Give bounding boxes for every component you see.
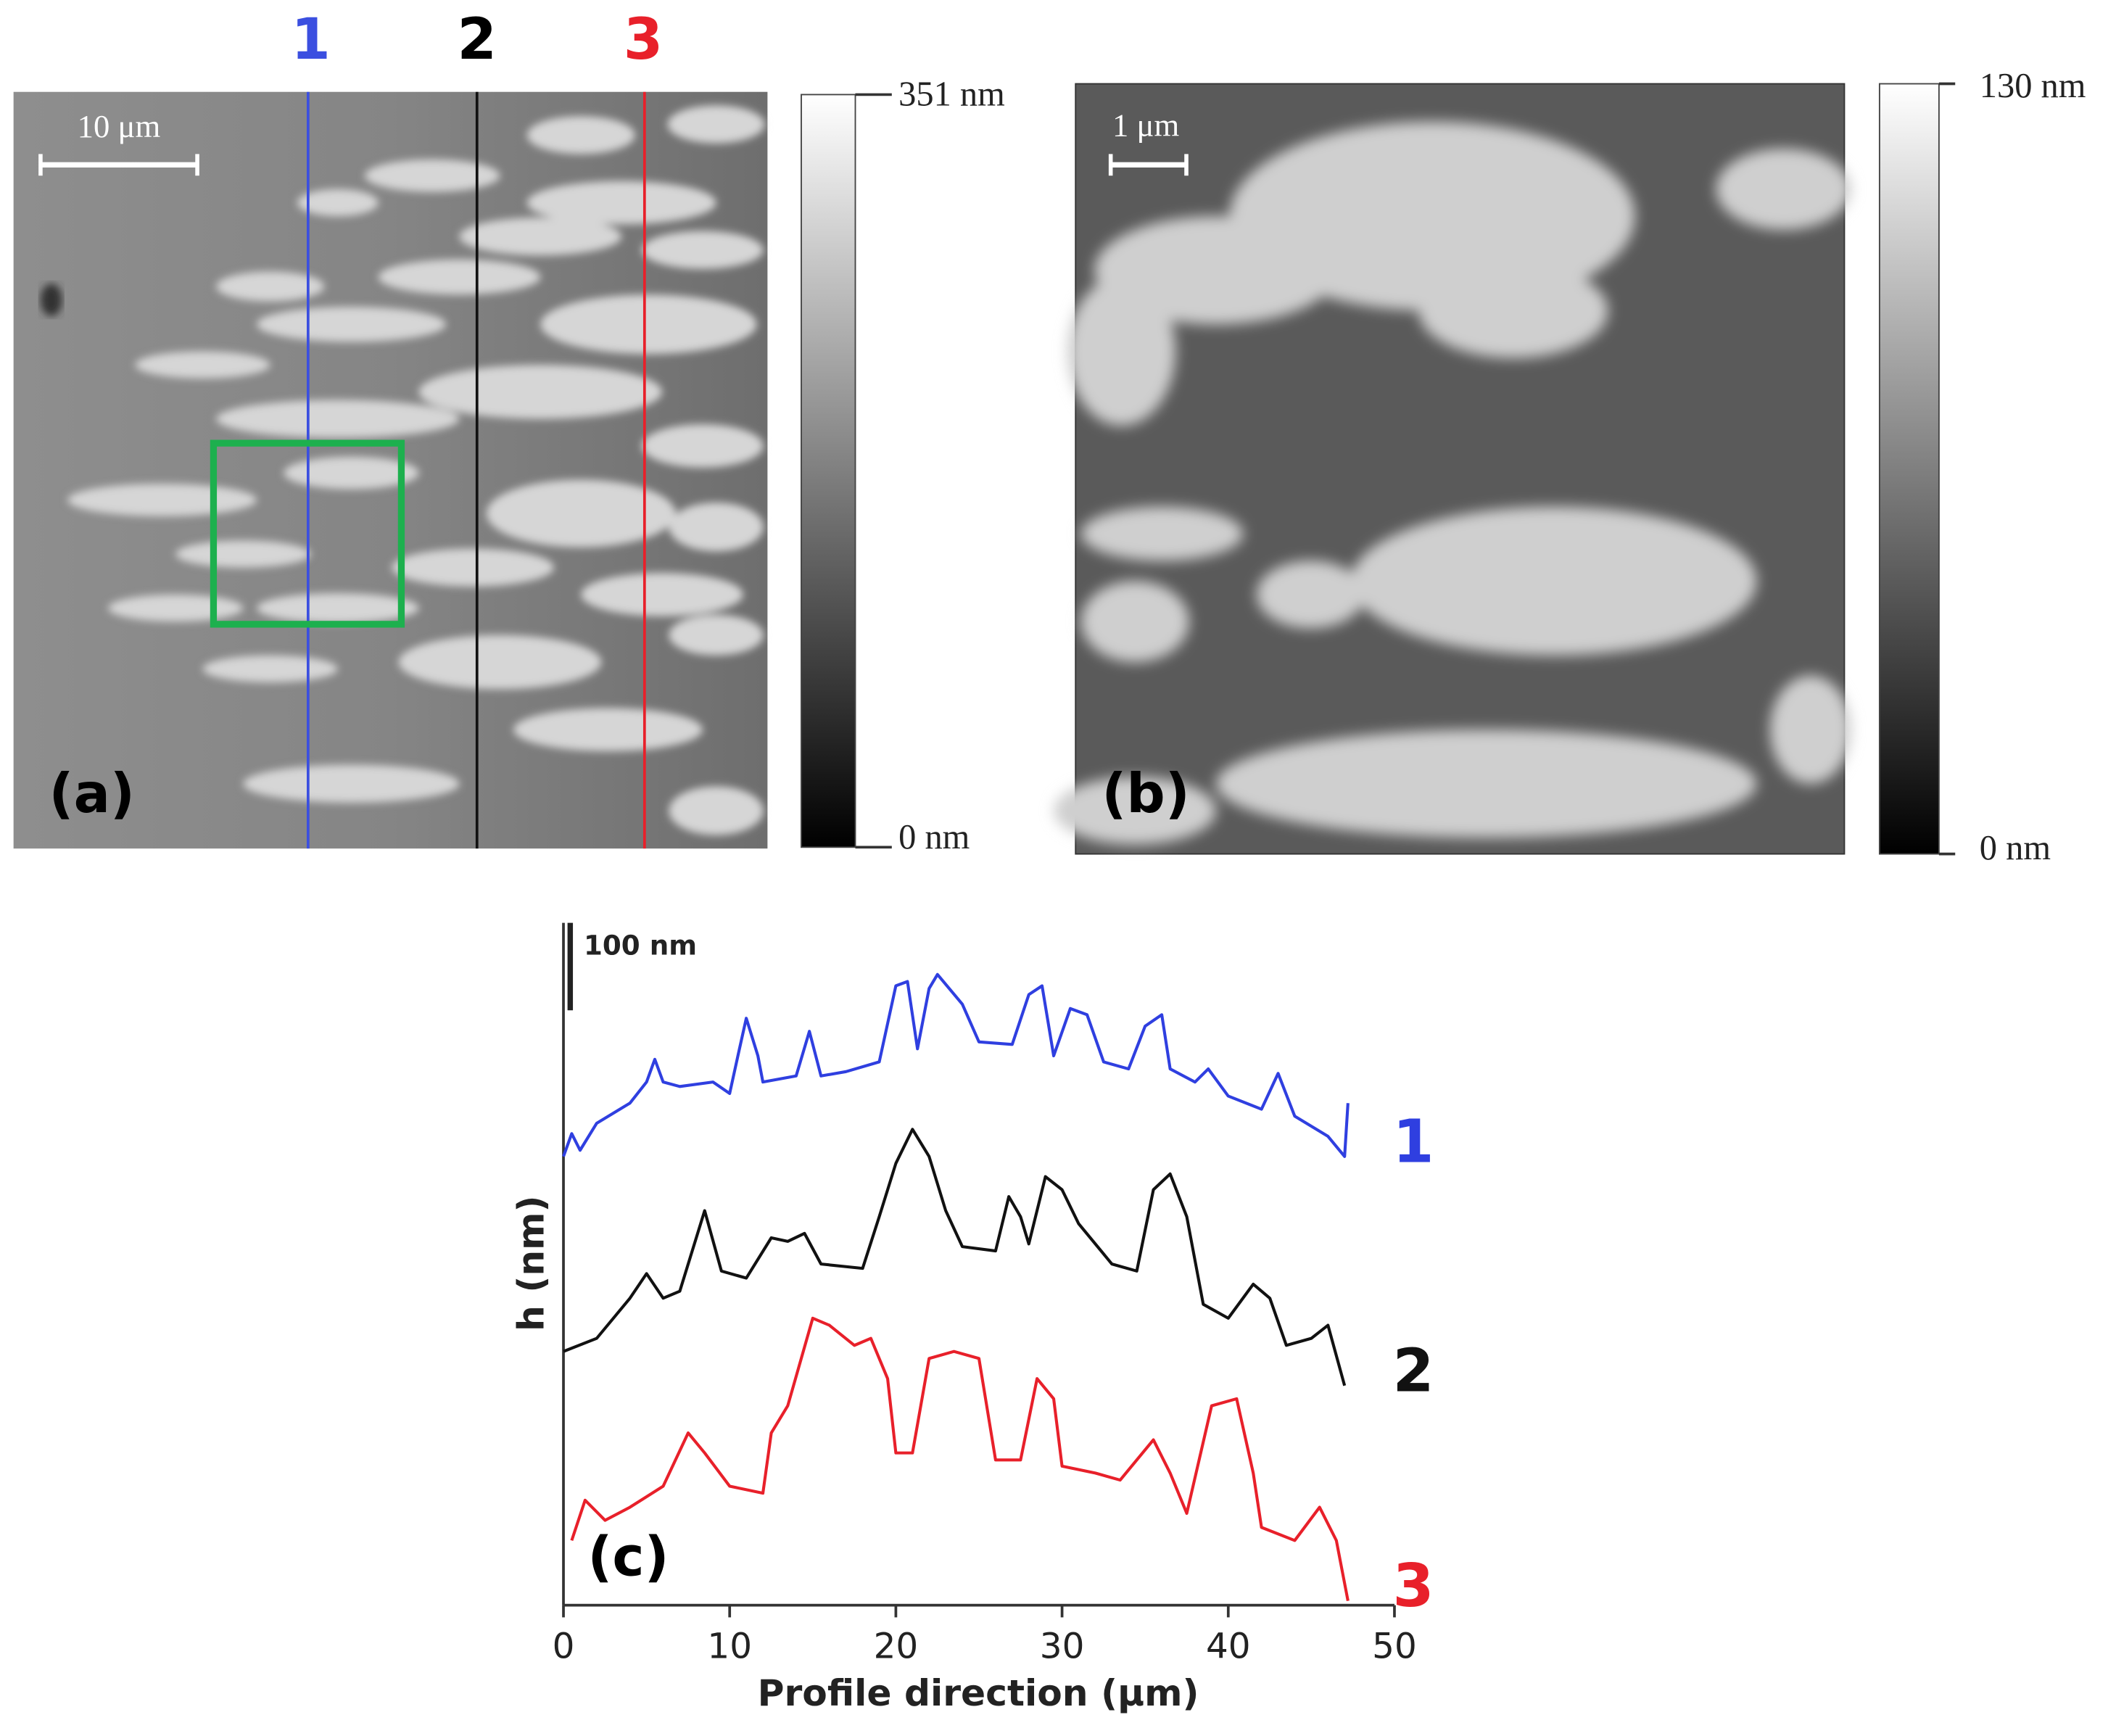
colorbar-min: 0 nm <box>1980 829 2051 867</box>
x-tick-label: 0 <box>553 1626 575 1666</box>
x-tick-label: 20 <box>874 1626 919 1666</box>
scale-bar-label: 1 μm <box>1112 107 1179 143</box>
panel-label: (a) <box>49 762 135 825</box>
scale-bar-label: 10 μm <box>78 108 161 144</box>
profile-line <box>570 1316 1350 1602</box>
series-label: 1 <box>1393 1107 1434 1176</box>
colorbar <box>801 94 856 848</box>
line-label: 1 <box>291 7 330 73</box>
colorbar-max: 130 nm <box>1980 67 2086 105</box>
colorbar <box>1878 83 1940 855</box>
line-label: 2 <box>458 7 497 73</box>
series-label: 3 <box>1393 1552 1434 1621</box>
colorbar-max: 351 nm <box>898 75 1005 113</box>
x-tick-label: 40 <box>1206 1626 1251 1666</box>
series-label: 2 <box>1393 1336 1434 1405</box>
profile-line <box>562 972 1350 1158</box>
colorbar-min: 0 nm <box>898 818 970 856</box>
y-axis-label: h (nm) <box>510 1195 553 1331</box>
zoom-box <box>210 439 405 628</box>
line-label: 3 <box>624 7 663 73</box>
scale-bar-label: 100 nm <box>584 930 697 962</box>
panel-label: (c) <box>587 1526 669 1589</box>
x-tick-label: 10 <box>707 1626 752 1666</box>
x-tick-label: 30 <box>1040 1626 1085 1666</box>
profile-chart: (c) Profile direction (μm) h (nm) 0 10 20 3… <box>510 922 1434 1714</box>
defect <box>40 284 62 317</box>
afm-image-b: 1 μm (b) 130 nm 0 nm <box>1054 67 2086 867</box>
x-tick-label: 50 <box>1372 1626 1417 1666</box>
profile-line <box>563 1128 1347 1386</box>
x-axis-label: Profile direction (μm) <box>758 1671 1199 1714</box>
panel-label: (b) <box>1102 762 1189 825</box>
islands <box>1054 121 1851 845</box>
afm-image-a: 10 μm (a) 1 2 3 351 nm 0 nm <box>13 7 1005 856</box>
islands <box>67 105 765 835</box>
